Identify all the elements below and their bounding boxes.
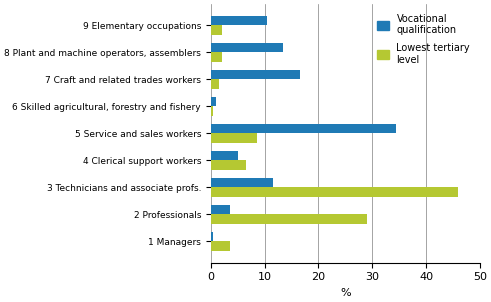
Bar: [211, 133, 256, 143]
Bar: [211, 106, 214, 116]
Bar: [211, 214, 367, 224]
Bar: [211, 178, 273, 187]
Bar: [211, 160, 246, 170]
Bar: [211, 97, 216, 106]
Bar: [211, 124, 396, 133]
Bar: [211, 16, 267, 25]
Bar: [211, 25, 221, 35]
Bar: [211, 79, 219, 89]
Bar: [211, 205, 230, 214]
Legend: Vocational
qualification, Lowest tertiary
level: Vocational qualification, Lowest tertiar…: [372, 9, 475, 70]
Bar: [211, 151, 238, 160]
Bar: [211, 52, 221, 62]
Bar: [211, 232, 214, 241]
Bar: [211, 43, 283, 52]
Bar: [211, 241, 230, 251]
X-axis label: %: %: [340, 288, 351, 298]
Bar: [211, 187, 458, 197]
Bar: [211, 70, 300, 79]
